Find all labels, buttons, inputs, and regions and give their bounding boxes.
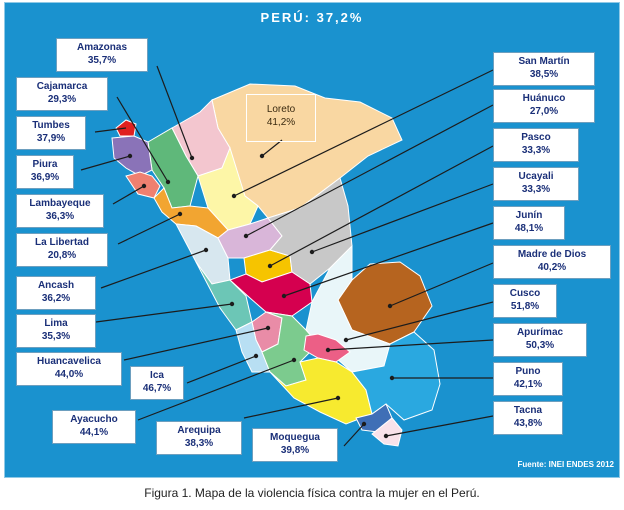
marker-ica	[253, 353, 259, 359]
leader-loreto	[261, 139, 283, 157]
label-tacna: Tacna 43,8%	[493, 401, 563, 435]
leader-madre-de-dios	[389, 262, 494, 307]
label-pasco: Pasco 33,3%	[493, 128, 579, 162]
label-loreto: Loreto 41,2%	[246, 94, 316, 142]
marker-san-martin	[231, 193, 237, 199]
marker-tacna	[383, 433, 389, 439]
label-la-libertad: La Libertad 20,8%	[16, 233, 108, 267]
region-tacna	[371, 417, 403, 447]
marker-lima	[229, 301, 235, 307]
figure-caption: Figura 1. Mapa de la violencia física co…	[144, 486, 480, 500]
marker-huanuco	[243, 233, 249, 239]
marker-la-libertad	[177, 211, 183, 217]
label-puno: Puno 42,1%	[493, 362, 563, 396]
marker-arequipa	[335, 395, 341, 401]
marker-apurimac	[325, 347, 331, 353]
label-san-martin: San Martín 38,5%	[493, 52, 595, 86]
label-cajamarca: Cajamarca 29,3%	[16, 77, 108, 111]
leader-lambayeque	[112, 185, 145, 205]
leader-piura	[80, 155, 131, 171]
leader-ica	[186, 355, 257, 384]
marker-ayacucho	[291, 357, 297, 363]
label-piura: Piura 36,9%	[16, 155, 74, 189]
label-lambayeque: Lambayeque 36,3%	[16, 194, 104, 228]
region-puno	[351, 331, 441, 421]
marker-huancavelica	[265, 325, 271, 331]
label-ancash: Ancash 36,2%	[16, 276, 96, 310]
leader-ucayali	[311, 183, 494, 253]
marker-cusco	[343, 337, 349, 343]
label-ica: Ica 46,7%	[130, 366, 184, 400]
leader-tacna	[385, 415, 494, 437]
leader-junin	[283, 222, 494, 297]
marker-moquegua	[361, 421, 367, 427]
label-huanuco: Huánuco 27,0%	[493, 89, 595, 123]
marker-piura	[127, 153, 133, 159]
label-lima: Lima 35,3%	[16, 314, 96, 348]
region-apurimac	[303, 333, 351, 363]
region-junin	[229, 271, 313, 317]
region-ucayali	[267, 177, 353, 285]
label-huancavelica: Huancavelica 44,0%	[16, 352, 122, 386]
marker-cajamarca	[165, 179, 171, 185]
leader-ayacucho	[137, 359, 295, 421]
leader-huancavelica	[123, 327, 269, 361]
leader-amazonas	[156, 65, 193, 159]
marker-loreto	[259, 153, 265, 159]
label-ayacucho: Ayacucho 44,1%	[52, 410, 136, 444]
label-ucayali: Ucayali 33,3%	[493, 167, 579, 201]
leader-ancash	[100, 249, 207, 289]
marker-ancash	[203, 247, 209, 253]
leader-arequipa	[243, 397, 339, 419]
marker-ucayali	[309, 249, 315, 255]
region-markers	[127, 153, 395, 439]
leader-apurimac	[327, 339, 494, 351]
leader-pasco	[269, 145, 494, 267]
peru-map	[80, 65, 494, 447]
leader-lines	[80, 65, 494, 447]
label-tumbes: Tumbes 37,9%	[16, 116, 86, 150]
leader-lima	[95, 303, 233, 323]
leader-cusco	[345, 301, 494, 341]
marker-pasco	[267, 263, 273, 269]
region-lima	[195, 261, 253, 331]
leader-san-martin	[233, 69, 494, 197]
label-cusco: Cusco 51,8%	[493, 284, 557, 318]
label-arequipa: Arequipa 38,3%	[156, 421, 242, 455]
leader-moquegua	[343, 423, 365, 447]
marker-junin	[281, 293, 287, 299]
marker-madre-de-dios	[387, 303, 393, 309]
source-note: Fuente: INEI ENDES 2012	[517, 460, 614, 469]
label-moquegua: Moquegua 39,8%	[252, 428, 338, 462]
marker-lambayeque	[141, 183, 147, 189]
leader-huanuco	[245, 104, 494, 237]
leader-tumbes	[94, 127, 127, 133]
leader-la-libertad	[117, 213, 181, 245]
label-madre-de-dios: Madre de Dios 40,2%	[493, 245, 611, 279]
page-title: PERÚ: 37,2%	[260, 10, 364, 25]
label-junin: Junín 48,1%	[493, 206, 565, 240]
label-apurimac: Apurímac 50,3%	[493, 323, 587, 357]
label-amazonas: Amazonas 35,7%	[56, 38, 148, 72]
leader-cajamarca	[116, 96, 169, 183]
marker-puno	[389, 375, 395, 381]
marker-amazonas	[189, 155, 195, 161]
